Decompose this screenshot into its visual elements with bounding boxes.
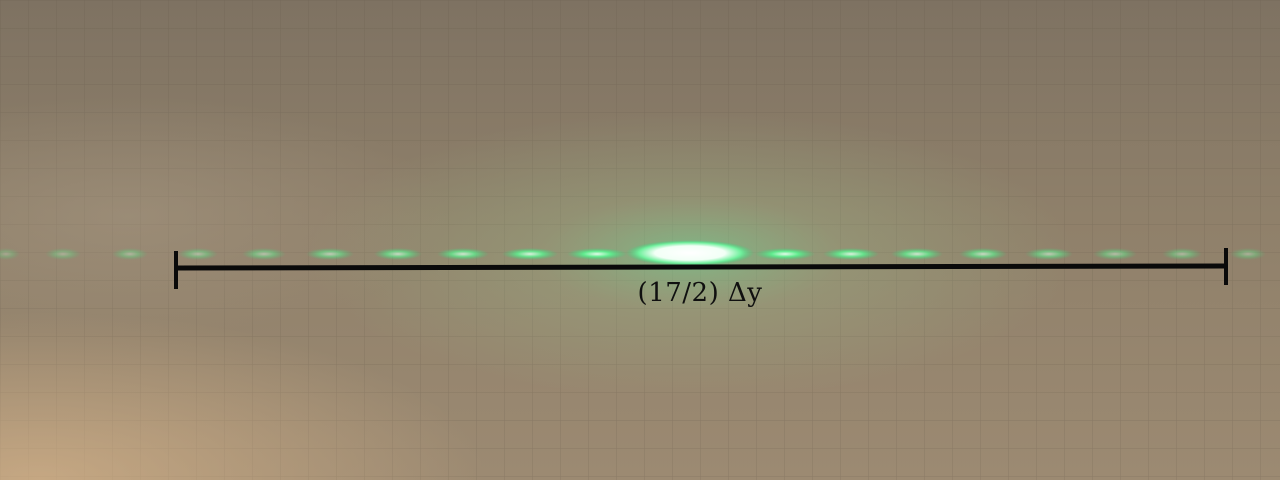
diffraction-fringe bbox=[1162, 248, 1202, 260]
diffraction-fringe bbox=[502, 248, 558, 260]
diffraction-fringe bbox=[112, 248, 148, 260]
diffraction-fringe bbox=[306, 248, 354, 260]
diffraction-fringe bbox=[1230, 248, 1266, 260]
diffraction-fringe bbox=[567, 248, 627, 260]
diffraction-fringe bbox=[1025, 248, 1073, 260]
diffraction-fringe bbox=[437, 248, 489, 260]
diffraction-fringe bbox=[891, 248, 943, 260]
diffraction-fringe bbox=[1093, 248, 1137, 260]
diffraction-fringe bbox=[755, 248, 815, 260]
measurement-label: (17/2) Δy bbox=[637, 278, 763, 308]
diffraction-fringe bbox=[0, 248, 20, 260]
diffraction-fringe bbox=[374, 248, 422, 260]
measurement-bar bbox=[174, 248, 1228, 289]
diffraction-fringe bbox=[959, 248, 1007, 260]
diffraction-fringe bbox=[45, 248, 81, 260]
measurement-bar-line bbox=[175, 263, 1227, 271]
diffraction-fringe bbox=[242, 248, 286, 260]
diffraction-fringe bbox=[178, 248, 218, 260]
diffraction-fringe bbox=[823, 248, 879, 260]
central-maximum bbox=[626, 240, 754, 266]
diffraction-fringes bbox=[0, 240, 1266, 266]
